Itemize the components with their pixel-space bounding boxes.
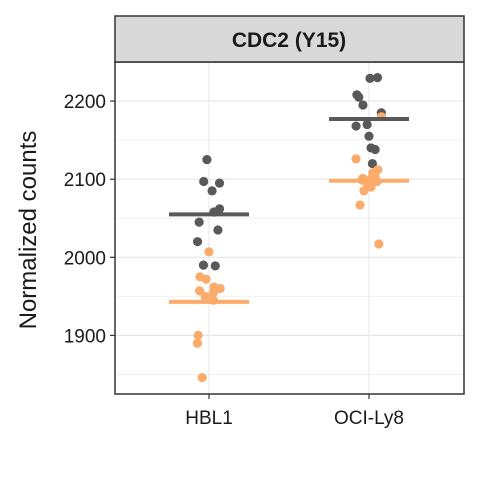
data-point xyxy=(197,372,207,383)
data-point xyxy=(374,239,384,249)
data-point xyxy=(215,283,225,294)
data-point xyxy=(366,182,376,192)
chart-title: CDC2 (Y15) xyxy=(232,29,346,52)
data-point xyxy=(355,200,365,210)
data-point xyxy=(359,186,369,196)
data-point xyxy=(214,178,225,188)
data-point xyxy=(372,73,383,83)
points-layer xyxy=(192,73,386,383)
data-point xyxy=(193,330,203,341)
data-point xyxy=(365,73,375,84)
data-point xyxy=(358,100,368,110)
data-point xyxy=(208,287,219,298)
data-point xyxy=(194,286,205,296)
grid-layer xyxy=(115,61,464,394)
data-point xyxy=(210,261,220,271)
data-point xyxy=(192,338,203,348)
y-axis: 1900 2000 2100 2200 xyxy=(64,92,115,347)
data-point xyxy=(362,119,372,130)
data-point xyxy=(367,158,378,169)
data-point xyxy=(198,260,209,270)
y-tick-label: 2000 xyxy=(64,248,106,269)
median-layer xyxy=(169,117,409,304)
data-point xyxy=(351,154,361,164)
data-point xyxy=(370,144,380,155)
x-axis: HBL1 OCI-Ly8 xyxy=(185,394,404,429)
data-point xyxy=(201,274,211,284)
data-point xyxy=(354,92,364,102)
panel-border xyxy=(114,61,465,395)
y-tick-label: 2200 xyxy=(64,92,106,113)
y-tick-label: 2100 xyxy=(64,170,106,191)
title-strip xyxy=(114,15,465,63)
data-point xyxy=(199,176,209,187)
y-tick-label: 1900 xyxy=(64,326,106,347)
data-point xyxy=(351,121,361,131)
data-point xyxy=(194,217,204,227)
data-point xyxy=(192,237,203,247)
data-point xyxy=(364,131,374,141)
data-point xyxy=(202,155,212,165)
x-tick-label: OCI-Ly8 xyxy=(334,408,404,429)
y-axis-label: Normalized counts xyxy=(15,131,42,330)
data-point xyxy=(207,186,217,196)
data-point xyxy=(204,247,214,257)
data-point xyxy=(213,225,223,235)
x-tick-label: HBL1 xyxy=(185,408,233,429)
